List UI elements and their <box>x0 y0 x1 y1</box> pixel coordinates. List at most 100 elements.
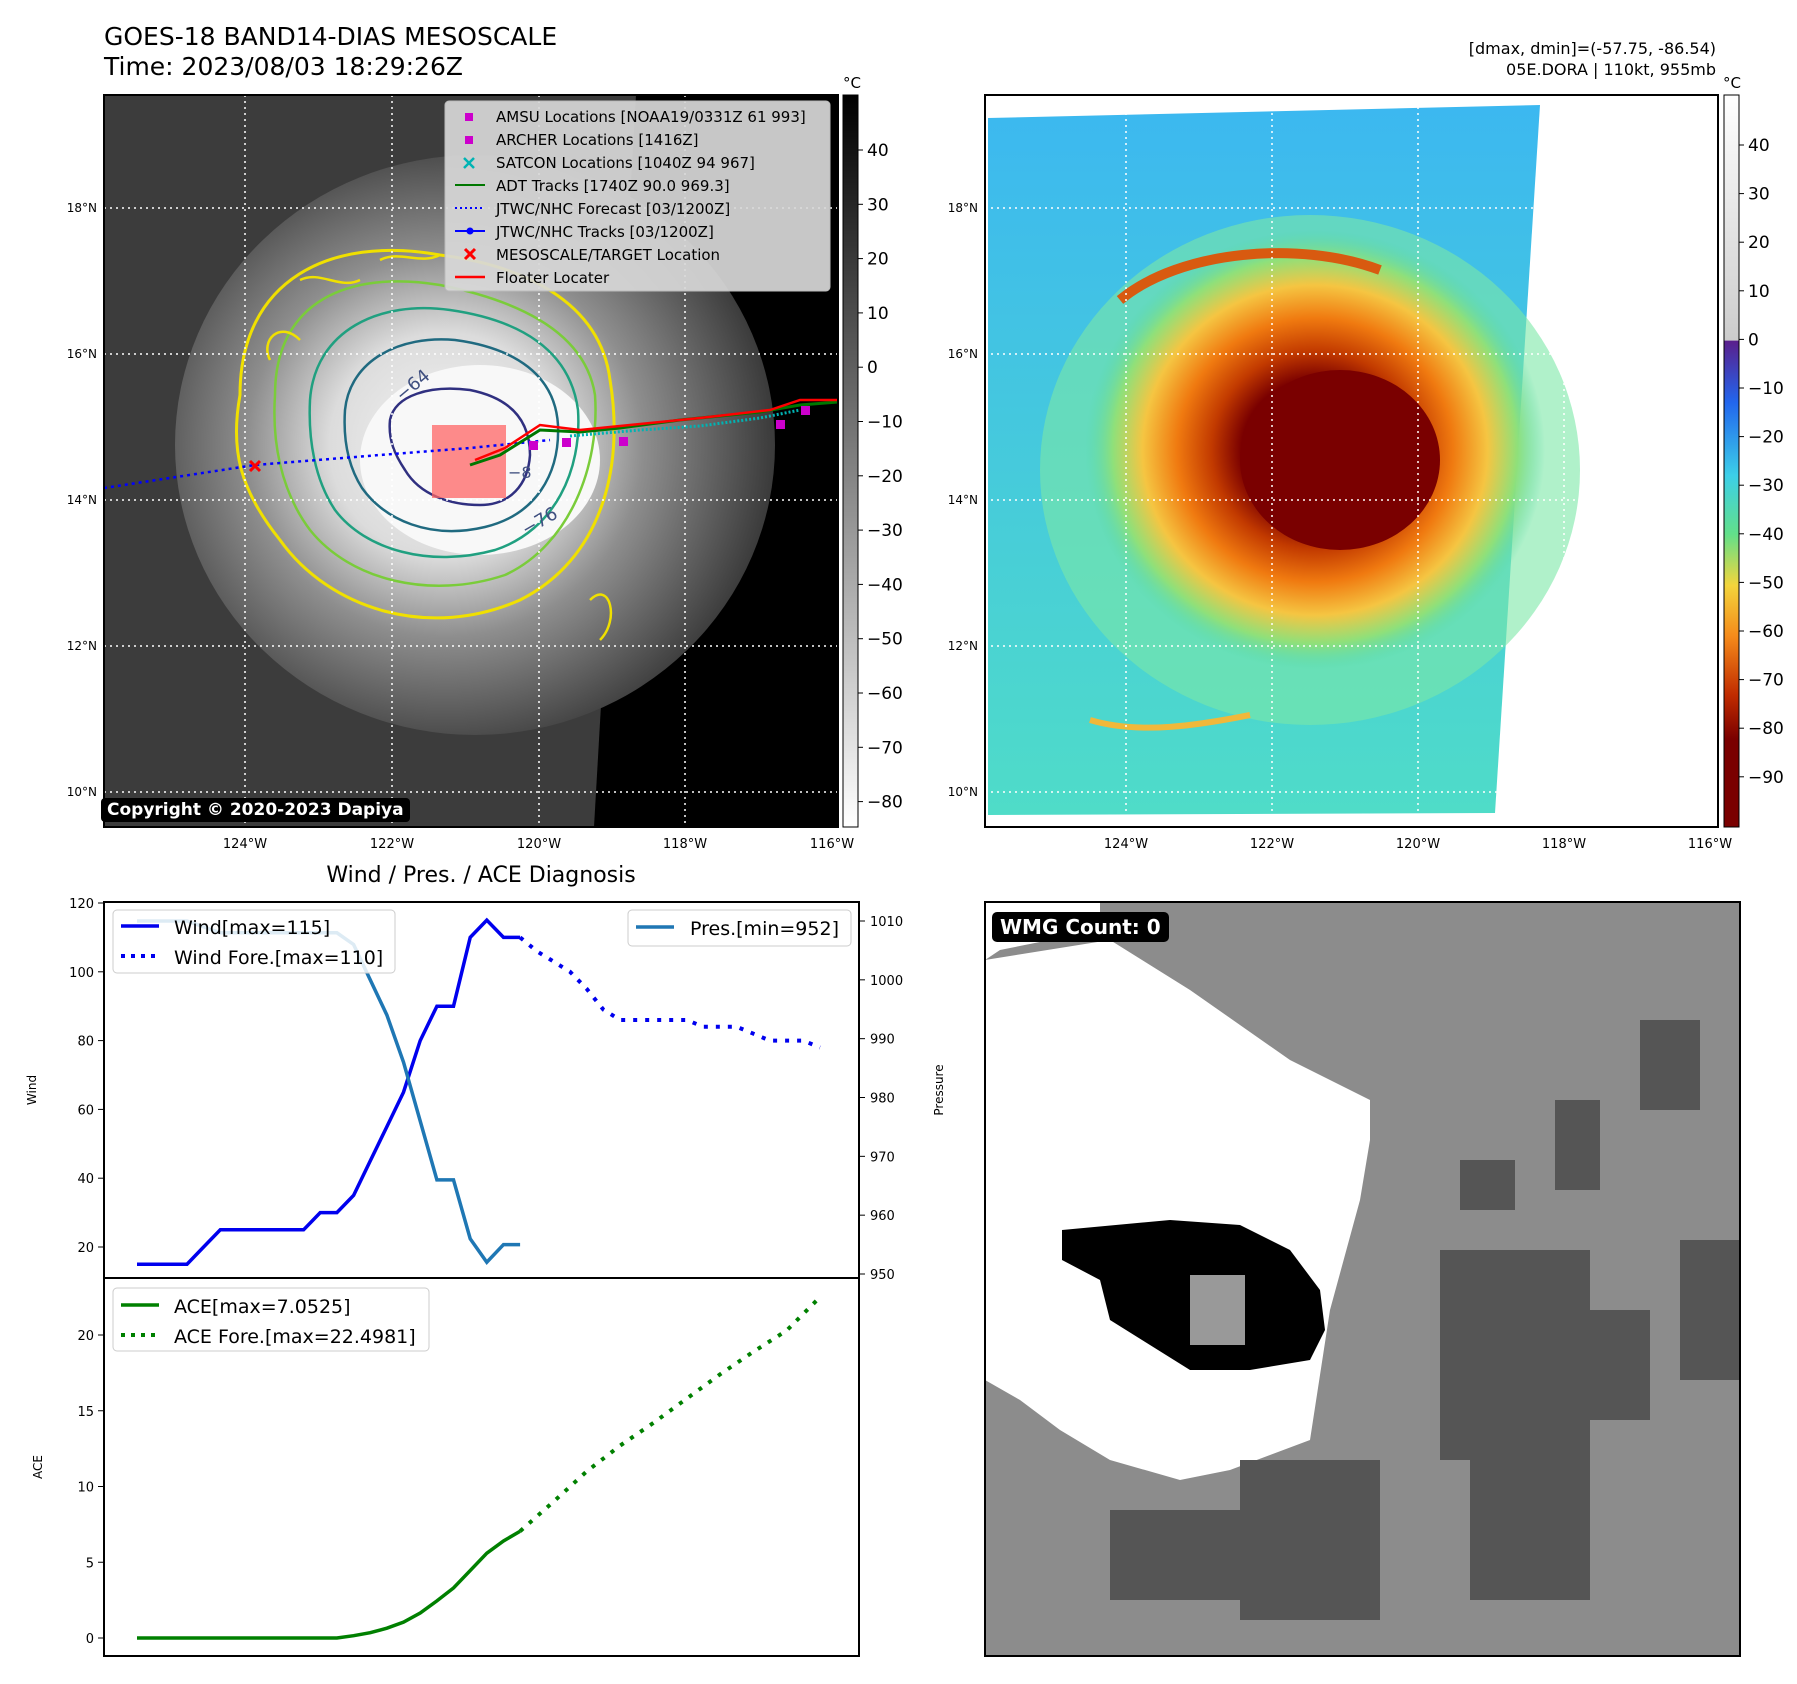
pres-ytick-label: 970 <box>870 1150 895 1165</box>
hm-colorbar-tick-label: 20 <box>1748 233 1770 253</box>
hm-colorbar-tick-label: −50 <box>1748 573 1784 593</box>
ir-colorbar-tick-label: −50 <box>867 630 903 650</box>
hm-lat-16: 16°N <box>948 347 978 361</box>
wind-ytick-label: 80 <box>77 1035 94 1050</box>
hm-colorbar-tick-label: −20 <box>1748 428 1784 448</box>
wind-chart: 20 40 60 80 100 120 950 960 970 980 990 1000 1010 W… <box>25 897 946 1283</box>
legend-pres: Pres.[min=952] <box>690 918 839 940</box>
contour-label-8: −8 <box>508 463 532 482</box>
hm-colorbar-tick-label: 40 <box>1748 136 1770 156</box>
target-box <box>432 425 506 498</box>
ir-lon-122: 122°W <box>370 837 414 852</box>
hm-colorbar-tick-label: 30 <box>1748 185 1770 205</box>
hm-colorbar-tick-label: −80 <box>1748 719 1784 739</box>
mesoscale-target-marker <box>248 459 262 473</box>
ace-ytick-label: 20 <box>77 1329 94 1344</box>
hm-lon-120: 120°W <box>1396 837 1440 852</box>
ace-ytick-label: 0 <box>86 1632 94 1647</box>
pres-ylabel: Pressure <box>932 1064 946 1115</box>
pres-ytick-label: 1000 <box>870 974 903 989</box>
ir-lon-118: 118°W <box>663 837 707 852</box>
ace-chart: 0 5 10 15 20 ACE ACE[max=7.0525] ACE Fore.[m… <box>31 1277 860 1657</box>
hm-lon-124: 124°W <box>1104 837 1148 852</box>
hm-colorbar-tick-label: −60 <box>1748 622 1784 642</box>
ir-lat-16: 16°N <box>67 347 97 361</box>
legend-forecast: JTWC/NHC Forecast [03/1200Z] <box>495 200 730 218</box>
wind-series-line <box>137 917 521 1266</box>
legend-archer: ARCHER Locations [1416Z] <box>496 131 699 149</box>
copyright-badge: Copyright © 2020-2023 Dapiya <box>101 798 410 822</box>
ace-series-line <box>137 1529 521 1640</box>
legend-ace: ACE[max=7.0525] <box>174 1296 351 1318</box>
ir-colorbar-unit: °C <box>843 74 861 92</box>
pres-ytick-label: 1010 <box>870 915 903 930</box>
wind-ylabel: Wind <box>25 1075 39 1105</box>
ir-lon-124: 124°W <box>223 837 267 852</box>
legend-mesoscale: MESOSCALE/TARGET Location <box>496 246 720 264</box>
satcon-track-line <box>569 408 801 438</box>
ir-lat-12: 12°N <box>67 639 97 653</box>
hm-lon-122: 122°W <box>1250 837 1294 852</box>
hm-colorbar-unit: °C <box>1723 74 1741 92</box>
hm-colorbar-tick-label: −90 <box>1748 768 1784 788</box>
storm-label: 05E.DORA | 110kt, 955mb <box>1506 60 1716 79</box>
hm-colorbar-tick-label: −10 <box>1748 379 1784 399</box>
legend-amsu: AMSU Locations [NOAA19/0331Z 61 993] <box>496 108 806 126</box>
legend-wind-fore: Wind Fore.[max=110] <box>174 947 383 969</box>
ace-forecast-line <box>518 1295 822 1533</box>
hm-colorbar-tick-label: −40 <box>1748 525 1784 545</box>
ir-lat-10: 10°N <box>67 785 97 799</box>
wind-ytick-label: 20 <box>77 1241 94 1256</box>
legend-tracks: JTWC/NHC Tracks [03/1200Z] <box>495 223 714 241</box>
figure-title: GOES-18 BAND14-DIAS MESOSCALE <box>104 22 557 51</box>
adt-track-line <box>469 400 838 467</box>
wind-legend: Wind[max=115] Wind Fore.[max=110] <box>112 909 396 974</box>
ace-ytick-label: 15 <box>77 1405 94 1420</box>
pres-legend: Pres.[min=952] <box>627 909 852 947</box>
dmax-label: [dmax, dmin]=(-57.75, -86.54) <box>1469 39 1716 58</box>
hm-lat-10: 10°N <box>948 785 978 799</box>
ir-map-panel: −64 −76 −8 <box>67 74 903 852</box>
pres-ytick-label: 980 <box>870 1092 895 1107</box>
legend-floater: Floater Locater <box>496 269 610 287</box>
ir-legend: AMSU Locations [NOAA19/0331Z 61 993] ARC… <box>444 100 831 292</box>
wind-ytick-label: 60 <box>77 1103 94 1118</box>
floater-track-line <box>474 398 838 462</box>
figure-time: Time: 2023/08/03 18:29:26Z <box>103 52 463 81</box>
cdo-core <box>1240 370 1440 550</box>
hm-lat-14: 14°N <box>948 493 978 507</box>
ir-colorbar-tick-label: −20 <box>867 467 903 487</box>
ace-ytick-label: 10 <box>77 1481 94 1496</box>
ir-colorbar-tick-label: 20 <box>867 250 889 270</box>
ir-colorbar-tick-label: −40 <box>867 575 903 595</box>
ir-colorbar-tick-label: −10 <box>867 413 903 433</box>
hm-lon-116: 116°W <box>1688 837 1732 852</box>
ace-ylabel: ACE <box>31 1455 45 1479</box>
ir-colorbar-tick-label: −80 <box>867 793 903 813</box>
ir-lat-18: 18°N <box>67 201 97 215</box>
pres-ytick-label: 990 <box>870 1033 895 1048</box>
wind-ytick-label: 100 <box>69 966 94 981</box>
wmg-panel <box>984 901 1741 1657</box>
ir-colorbar <box>842 94 859 828</box>
hm-colorbar <box>1723 94 1740 828</box>
ir-colorbar-tick-label: 0 <box>867 358 878 378</box>
ir-colorbar-tick-label: −60 <box>867 684 903 704</box>
hm-lon-118: 118°W <box>1542 837 1586 852</box>
wind-forecast-line <box>518 935 821 1050</box>
legend-adt: ADT Tracks [1740Z 90.0 969.3] <box>496 177 730 195</box>
pres-ytick-label: 950 <box>870 1268 895 1283</box>
color-map-panel: 18°N 16°N 14°N 12°N 10°N 124°W 122°W 120… <box>948 74 1784 852</box>
hm-colorbar-tick-label: −70 <box>1748 671 1784 691</box>
hm-colorbar-tick-label: 0 <box>1748 330 1759 350</box>
ir-colorbar-tick-label: 40 <box>867 141 889 161</box>
legend-wind: Wind[max=115] <box>174 917 330 939</box>
ir-colorbar-tick-label: 30 <box>867 195 889 215</box>
wind-ytick-label: 40 <box>77 1172 94 1187</box>
ir-colorbar-tick-label: −30 <box>867 521 903 541</box>
pres-ytick-label: 960 <box>870 1209 895 1224</box>
wmg-count-badge: WMG Count: 0 <box>992 912 1169 942</box>
ace-ytick-label: 5 <box>86 1556 94 1571</box>
ace-legend: ACE[max=7.0525] ACE Fore.[max=22.4981] <box>112 1287 430 1352</box>
